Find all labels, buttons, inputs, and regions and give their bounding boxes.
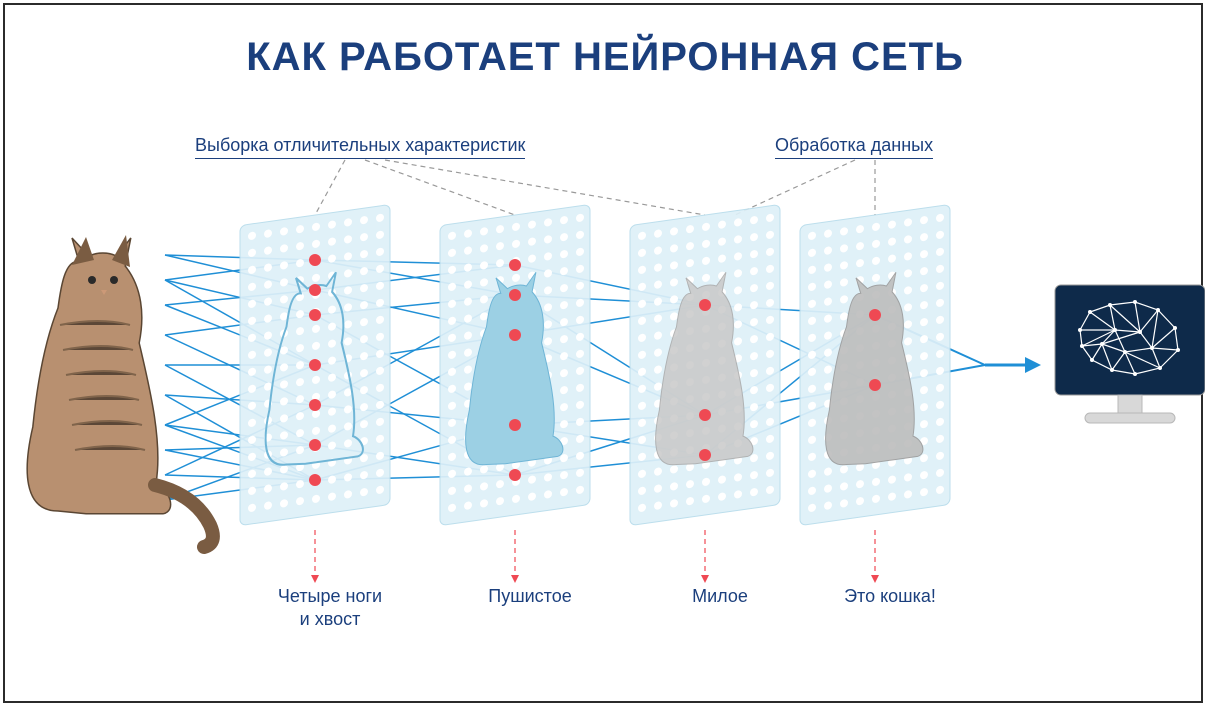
input-cat-icon (27, 235, 213, 547)
layer-label-1: Пушистое (455, 585, 605, 608)
output-monitor-icon (1055, 285, 1205, 423)
diagram-frame: КАК РАБОТАЕТ НЕЙРОННАЯ СЕТЬ Выборка отли… (3, 3, 1203, 703)
layer-label-2: Милое (645, 585, 795, 608)
layer-label-3: Это кошка! (815, 585, 965, 608)
layer-label-0: Четыре ногии хвост (255, 585, 405, 632)
section-processing: Обработка данных (775, 135, 933, 159)
main-title: КАК РАБОТАЕТ НЕЙРОННАЯ СЕТЬ (5, 35, 1205, 80)
diagram-canvas (5, 5, 1205, 705)
section-features: Выборка отличительных характеристик (195, 135, 525, 159)
